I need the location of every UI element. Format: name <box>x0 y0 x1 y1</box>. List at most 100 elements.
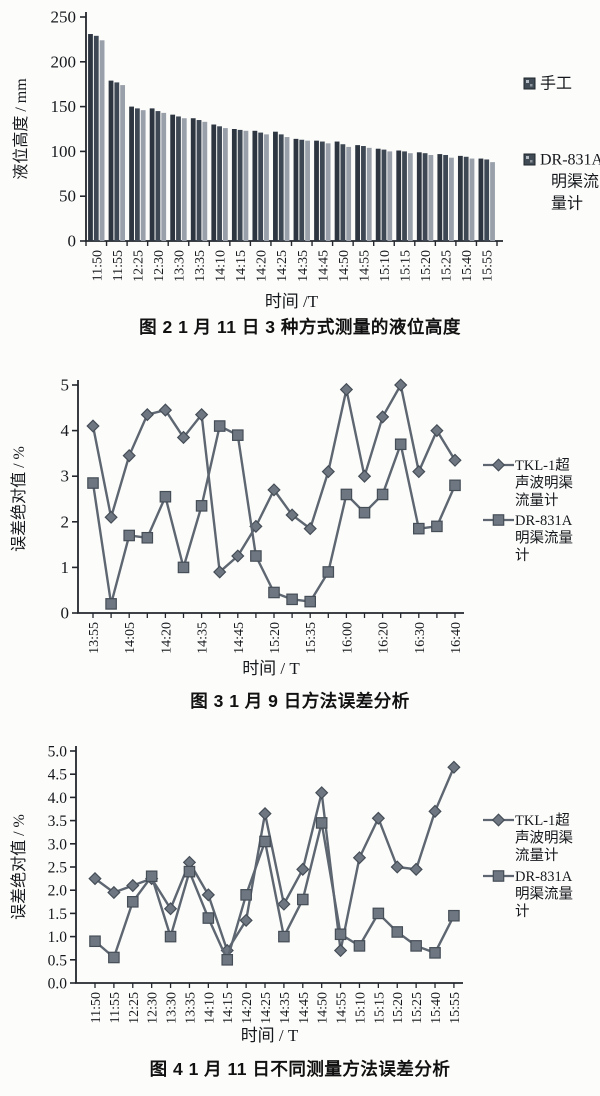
x-tick-label: 15:25 <box>410 992 425 1024</box>
x-tick-label: 15:40 <box>429 992 444 1024</box>
y-axis-title: 液位高度 / mm <box>12 78 30 180</box>
legend-label: 明渠流量 <box>515 530 573 547</box>
bar <box>273 131 278 241</box>
legend-marker <box>523 153 536 166</box>
bar <box>258 132 264 241</box>
marker-square <box>304 595 316 608</box>
x-tick-label: 15:20 <box>391 992 406 1024</box>
bar <box>264 134 269 241</box>
bar <box>114 82 120 242</box>
x-tick-label: 11:50 <box>90 250 105 281</box>
bar <box>396 150 402 241</box>
x-tick-label: 14:50 <box>316 992 331 1024</box>
y-tick-label: 0.0 <box>48 976 68 993</box>
y-axis-title: 误差绝对值 / % <box>10 446 28 552</box>
bar <box>355 145 361 241</box>
marker-diamond <box>352 851 367 865</box>
legend-label: 声波明渠 <box>515 829 573 847</box>
x-tick-label: 11:50 <box>89 992 104 1023</box>
x-tick-label: 16:40 <box>449 622 464 654</box>
marker-diamond <box>126 878 140 893</box>
x-tick-label: 14:35 <box>296 250 311 282</box>
x-tick-label: 12:30 <box>152 250 167 282</box>
bar <box>469 158 475 241</box>
marker-diamond <box>390 860 404 874</box>
marker-diamond <box>375 410 390 424</box>
legend-label: 量计 <box>551 195 583 213</box>
marker-diamond <box>213 565 227 579</box>
x-tick-label: 14:10 <box>214 250 229 282</box>
bar <box>443 154 449 241</box>
marker-diamond <box>86 419 100 433</box>
marker-diamond <box>491 458 506 472</box>
bar <box>375 148 381 241</box>
y-tick-label: 1.5 <box>48 906 68 923</box>
y-tick-label: 50 <box>59 187 76 206</box>
x-tick-label: 15:55 <box>481 250 496 282</box>
legend-label: TKL-1超 <box>515 457 570 474</box>
marker-square <box>492 870 505 882</box>
legend-marker <box>523 77 536 90</box>
bar <box>437 154 443 241</box>
x-tick-label: 15:55 <box>448 992 463 1024</box>
marker-diamond <box>267 483 281 497</box>
y-tick-label: 3 <box>61 467 70 486</box>
bar <box>428 154 434 241</box>
y-tick-label: 150 <box>51 97 77 116</box>
marker-square <box>492 514 505 526</box>
x-tick-label: 15:20 <box>419 250 434 282</box>
x-tick-label: 16:20 <box>377 622 392 654</box>
bar <box>196 120 202 241</box>
bar <box>484 159 490 241</box>
marker-square <box>322 566 335 578</box>
bar <box>340 144 346 241</box>
marker-diamond <box>315 786 329 800</box>
bar <box>325 143 331 241</box>
marker-diamond <box>258 806 272 821</box>
marker-square <box>268 586 280 599</box>
x-tick-label: 15:20 <box>268 622 283 654</box>
marker-diamond <box>394 378 408 392</box>
bar <box>140 110 146 242</box>
x-tick-label: 15:35 <box>304 622 319 654</box>
marker-square <box>195 500 208 512</box>
x-tick-label: 14:20 <box>255 250 270 282</box>
marker-square <box>372 907 385 920</box>
marker-square <box>232 429 244 441</box>
bar <box>407 153 413 241</box>
x-tick-label: 14:55 <box>357 250 372 282</box>
x-tick-label: 14:45 <box>297 992 312 1024</box>
marker-diamond <box>491 813 506 827</box>
marker-square <box>159 490 172 503</box>
x-axis-title: 时间 /T <box>265 292 319 311</box>
bar <box>88 34 93 241</box>
marker-square <box>105 598 117 610</box>
bar <box>305 140 310 241</box>
marker-diamond <box>176 430 191 445</box>
bar <box>293 138 299 241</box>
marker-square <box>108 951 120 964</box>
marker-diamond <box>158 403 173 417</box>
x-tick-label: 11:55 <box>111 250 126 281</box>
x-tick-label: 14:45 <box>232 622 247 654</box>
bar <box>381 149 387 241</box>
marker-diamond <box>194 407 209 422</box>
line-chart-error-jan9: 0 1 2 3 4 5 13:55 14:05 14:20 14:35 14:45 15:20 15:3… <box>10 376 573 679</box>
marker-square <box>164 930 177 943</box>
marker-square <box>315 817 328 829</box>
x-tick-label: 14:05 <box>123 622 138 654</box>
marker-diamond <box>104 510 118 524</box>
x-tick-label: 15:25 <box>440 250 455 282</box>
y-axis-title: 误差绝对值 / % <box>10 814 28 920</box>
x-tick-label: 14:50 <box>337 250 352 282</box>
bar <box>129 106 134 241</box>
x-tick-label: 14:35 <box>278 992 293 1024</box>
bar <box>387 151 393 241</box>
marker-square <box>177 561 190 574</box>
bar <box>314 140 319 241</box>
bar <box>176 116 181 241</box>
x-tick-label: 14:25 <box>275 250 290 282</box>
figure-3-caption: 图 3 1 月 9 日方法误差分析 <box>190 691 410 711</box>
bar <box>422 153 428 241</box>
marker-square <box>431 520 443 533</box>
